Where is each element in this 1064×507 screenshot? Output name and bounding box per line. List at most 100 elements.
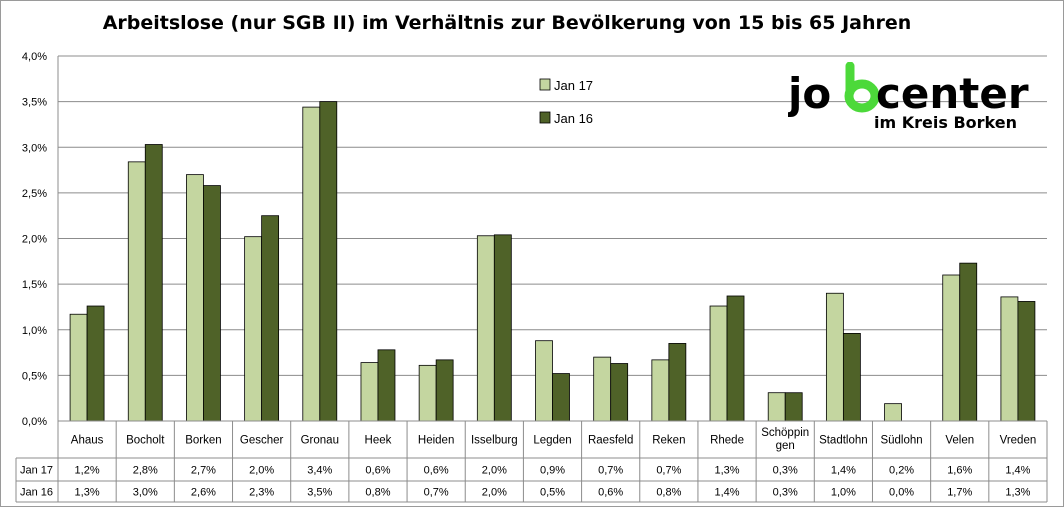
data-label: 1,7% [947,487,972,499]
category-label: Schöppin [761,427,809,439]
data-label: 0,9% [540,465,565,477]
category-label: Reken [652,435,685,447]
data-label: 0,3% [773,487,798,499]
data-label: 0,2% [889,465,914,477]
data-label: 0,7% [598,465,623,477]
data-label: 1,2% [75,465,100,477]
bar-jan17 [709,305,728,422]
data-label: 1,3% [75,487,100,499]
logo-b-mark [844,62,880,113]
chart-title: Arbeitslose (nur SGB II) im Verhältnis z… [102,12,912,34]
legend-swatch [539,111,551,124]
bar-jan16 [377,349,396,422]
bar-jan16 [726,295,745,422]
data-label: 0,5% [540,487,565,499]
data-label: 0,6% [365,465,390,477]
category-label: Vreden [1000,435,1037,447]
category-label: Gescher [240,435,284,447]
data-label: 3,0% [133,487,158,499]
bar-jan17 [651,359,670,422]
data-label: 1,4% [714,487,739,499]
logo-subtitle: im Kreis Borken [874,113,1017,132]
bar-jan16 [552,373,570,422]
data-label: 2,0% [482,487,507,499]
bar-jan16 [203,185,221,422]
bar-jan16 [610,363,629,422]
y-tick-label: 2,0% [22,234,47,246]
category-label: Heek [365,435,392,447]
data-label: 2,7% [191,465,216,477]
category-label: Rhede [710,435,744,447]
category-label: Borken [185,435,221,447]
bar-jan17 [884,403,902,422]
bar-jan16 [435,359,454,422]
bar-jan16 [784,392,803,422]
category-label: gen [776,440,795,452]
bar-jan17 [69,313,88,422]
bar-jan17 [302,106,321,422]
bar-jan17 [1000,296,1019,422]
legend-label: Jan 17 [554,78,593,93]
bar-jan17 [360,362,379,422]
data-label: 0,8% [656,487,681,499]
category-label: Heiden [418,435,454,447]
category-label: Velen [945,435,974,447]
bar-jan16 [493,234,512,422]
data-label: 2,0% [482,465,507,477]
category-label: Gronau [301,435,339,447]
data-label: 2,8% [133,465,158,477]
bar-jan16 [144,144,163,422]
bar-jan16 [842,332,861,422]
data-label: 1,6% [947,465,972,477]
bar-jan16 [319,101,338,422]
legend-label: Jan 16 [554,111,593,126]
data-label: 0,6% [424,465,449,477]
bar-jan17 [418,364,437,422]
data-label: 0,6% [598,487,623,499]
table-series-name: Jan 17 [20,465,53,477]
logo-text-jo: jo [788,69,831,118]
bar-jan17 [942,274,961,422]
bar-jan17 [476,235,495,422]
bar-jan17 [767,392,786,422]
category-label: Isselburg [471,435,518,447]
category-label: Raesfeld [588,435,633,447]
legend-swatch [539,78,551,91]
bar-jan17 [244,236,263,422]
y-tick-label: 2,5% [22,188,47,200]
data-label: 0,7% [656,465,681,477]
bar-jan17 [593,356,612,422]
bar-jan17 [825,292,844,422]
data-label: 1,4% [831,465,856,477]
data-label: 1,0% [831,487,856,499]
data-label: 1,3% [1005,487,1030,499]
data-label: 2,0% [249,465,274,477]
category-label: Legden [533,435,571,447]
y-tick-label: 3,0% [22,142,47,154]
y-tick-label: 1,5% [22,279,47,291]
bar-jan16 [959,262,978,422]
category-label: Südlohn [880,435,922,447]
category-label: Stadtlohn [819,435,868,447]
data-label: 0,0% [889,487,914,499]
category-label: Bocholt [126,435,165,447]
data-label: 1,4% [1005,465,1030,477]
data-label: 3,4% [307,465,332,477]
logo-text-center: center [876,69,1029,118]
bar-jan17 [535,340,553,422]
y-tick-label: 1,0% [22,325,47,337]
data-label: 1,3% [714,465,739,477]
data-label: 0,3% [773,465,798,477]
data-label: 0,7% [424,487,449,499]
data-label: 2,6% [191,487,216,499]
y-tick-label: 3,5% [22,97,47,109]
category-label: Ahaus [71,435,104,447]
data-label: 3,5% [307,487,332,499]
jobcenter-logo: jo center im Kreis Borken [788,62,1029,132]
table-series-name: Jan 16 [20,487,53,499]
bar-jan17 [127,161,146,422]
bar-jan16 [1017,301,1036,422]
bar-jan17 [186,174,204,422]
